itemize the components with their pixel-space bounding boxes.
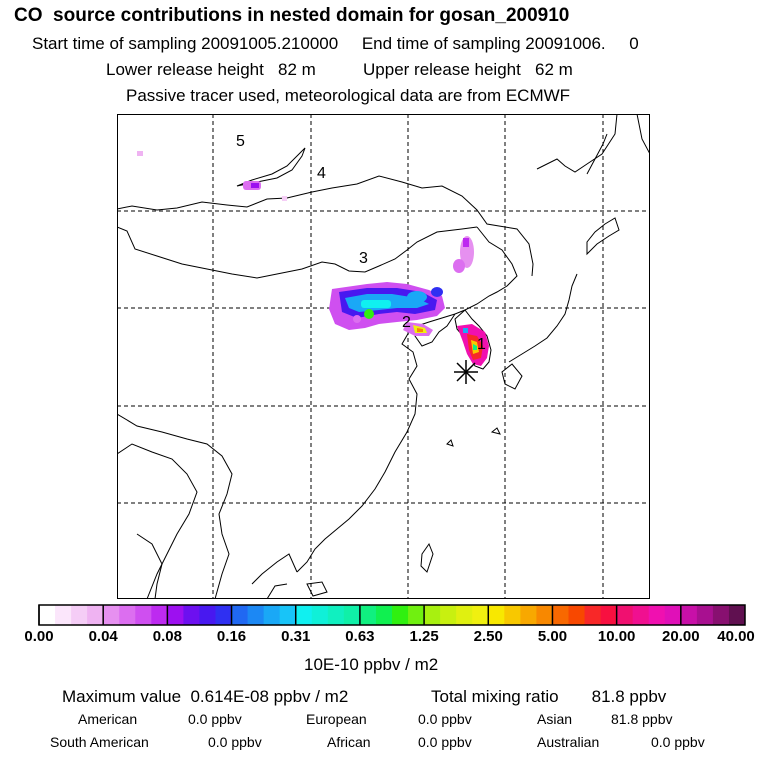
colorbar-swatch	[728, 605, 746, 625]
source-label-4: 4	[317, 165, 326, 182]
colorbar-swatch	[215, 605, 233, 625]
colorbar-swatch	[231, 605, 249, 625]
colorbar-swatch	[247, 605, 265, 625]
colorbar-swatch	[424, 605, 441, 625]
colorbar-swatch	[600, 605, 618, 625]
colorbar-tick-label: 0.31	[281, 628, 311, 645]
colorbar-unit-label: 10E-10 ppbv / m2	[304, 655, 439, 674]
region-american-value: 0.0 ppbv	[188, 711, 242, 727]
colorbar-swatch	[680, 605, 698, 625]
colorbar-swatch	[311, 605, 329, 625]
total-mixing-ratio-label: Total mixing ratio 81.8 ppbv	[431, 687, 667, 706]
region-european-name: European	[306, 711, 367, 727]
colorbar-swatch	[183, 605, 200, 625]
colorbar-tick-label: 0.16	[216, 628, 247, 645]
colorbar-swatch	[408, 605, 425, 625]
colorbar-swatch	[456, 605, 473, 625]
colorbar-swatch	[295, 605, 313, 625]
source-label-2: 2	[402, 314, 411, 331]
colorbar-swatch	[87, 605, 104, 625]
sampling-time-line: Start time of sampling 20091005.210000 E…	[32, 34, 639, 53]
colorbar-tick-label: 0.63	[345, 628, 375, 645]
colorbar-swatch	[343, 605, 361, 625]
colorbar-swatch	[135, 605, 152, 625]
colorbar-tick-label: 40.00	[717, 628, 755, 645]
colorbar-swatch	[359, 605, 377, 625]
colorbar-swatch	[103, 605, 120, 625]
colorbar-tick-label: 0.00	[24, 628, 54, 645]
colorbar-swatch	[199, 605, 216, 625]
region-american-name: American	[78, 711, 138, 727]
colorbar-swatch	[616, 605, 634, 625]
source-label-3: 3	[359, 250, 368, 267]
source-label-5: 5	[236, 133, 245, 150]
tracer-note-line: Passive tracer used, meteorological data…	[126, 86, 571, 105]
colorbar-swatch	[712, 605, 730, 625]
source-label-1: 1	[477, 336, 486, 353]
region-african-name: African	[327, 734, 371, 750]
colorbar-swatch	[71, 605, 88, 625]
colorbar-swatch	[440, 605, 457, 625]
asterisk-icon	[454, 360, 478, 384]
colorbar-swatch	[472, 605, 489, 625]
colorbar-swatch	[632, 605, 650, 625]
colorbar-tick-label: 5.00	[537, 628, 568, 645]
colorbar-swatch	[392, 605, 409, 625]
release-height-line: Lower release height 82 m Upper release …	[106, 60, 573, 79]
colorbar-swatch	[375, 605, 393, 625]
region-south-american-name: South American	[50, 734, 149, 750]
colorbar-tick-label: 10.00	[597, 628, 636, 645]
colorbar-swatch	[504, 605, 521, 625]
colorbar-frame	[38, 604, 746, 626]
region-asian-value: 81.8 ppbv	[611, 711, 673, 727]
colorbar-swatch	[696, 605, 714, 625]
colorbar-tick-label: 0.04	[88, 628, 118, 645]
colorbar-swatch	[584, 605, 602, 625]
colorbar-swatch	[536, 605, 553, 625]
colorbar-tick-label: 2.50	[473, 628, 503, 645]
colorbar-swatch	[648, 605, 666, 625]
colorbar-tick-label: 20.00	[662, 628, 700, 645]
coastlines	[117, 114, 650, 599]
colorbar-tick-label: 0.08	[152, 628, 182, 645]
colorbar-swatch	[327, 605, 345, 625]
colorbar-tick-label: 1.25	[409, 628, 439, 645]
colorbar-swatch	[39, 605, 56, 625]
region-european-value: 0.0 ppbv	[418, 711, 472, 727]
colorbar-swatch	[568, 605, 586, 625]
tracer-plume	[137, 151, 489, 366]
maximum-value-label: Maximum value 0.614E-08 ppbv / m2	[62, 687, 349, 706]
region-african-value: 0.0 ppbv	[418, 734, 472, 750]
region-asian-name: Asian	[537, 711, 573, 727]
colorbar-swatch	[552, 605, 569, 625]
colorbar-swatch	[664, 605, 682, 625]
region-australian-value: 0.0 ppbv	[651, 734, 705, 750]
map-frame	[117, 114, 650, 599]
plot-title: CO source contributions in nested domain…	[14, 5, 570, 26]
colorbar-swatch	[55, 605, 72, 625]
colorbar	[38, 604, 746, 626]
region-south-american-value: 0.0 ppbv	[208, 734, 262, 750]
colorbar-swatch	[263, 605, 281, 625]
colorbar-swatch	[488, 605, 505, 625]
colorbar-swatch	[151, 605, 168, 625]
colorbar-swatch	[119, 605, 136, 625]
colorbar-swatch	[279, 605, 297, 625]
contribution-map: 5 4 3 2 1	[117, 114, 650, 599]
colorbar-swatch	[520, 605, 537, 625]
region-australian-name: Australian	[537, 734, 600, 750]
colorbar-swatch	[167, 605, 184, 625]
